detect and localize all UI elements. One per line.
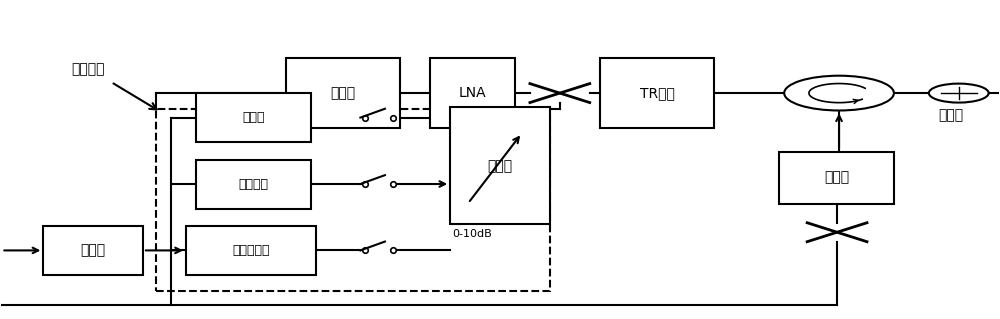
FancyBboxPatch shape <box>43 226 143 275</box>
Text: 射频延迟线: 射频延迟线 <box>232 244 269 257</box>
Text: 0-10dB: 0-10dB <box>452 229 492 239</box>
Text: 衰减器: 衰减器 <box>81 243 106 257</box>
Text: 发射机: 发射机 <box>824 171 849 185</box>
FancyBboxPatch shape <box>196 160 311 209</box>
FancyBboxPatch shape <box>430 58 515 128</box>
Circle shape <box>784 76 894 110</box>
Circle shape <box>929 84 989 103</box>
FancyBboxPatch shape <box>779 152 894 204</box>
Text: 接收机: 接收机 <box>330 86 356 100</box>
FancyBboxPatch shape <box>450 107 550 224</box>
Text: 噪声源: 噪声源 <box>242 111 264 124</box>
Text: 连续波源: 连续波源 <box>238 177 268 190</box>
Text: 标定单元: 标定单元 <box>71 63 105 76</box>
FancyBboxPatch shape <box>286 58 400 128</box>
Text: TR开关: TR开关 <box>640 86 674 100</box>
FancyBboxPatch shape <box>600 58 714 128</box>
Text: 天馈线: 天馈线 <box>939 108 964 122</box>
Text: 衰减器: 衰减器 <box>487 159 513 173</box>
Text: LNA: LNA <box>459 86 486 100</box>
FancyBboxPatch shape <box>196 93 311 142</box>
FancyBboxPatch shape <box>186 226 316 275</box>
